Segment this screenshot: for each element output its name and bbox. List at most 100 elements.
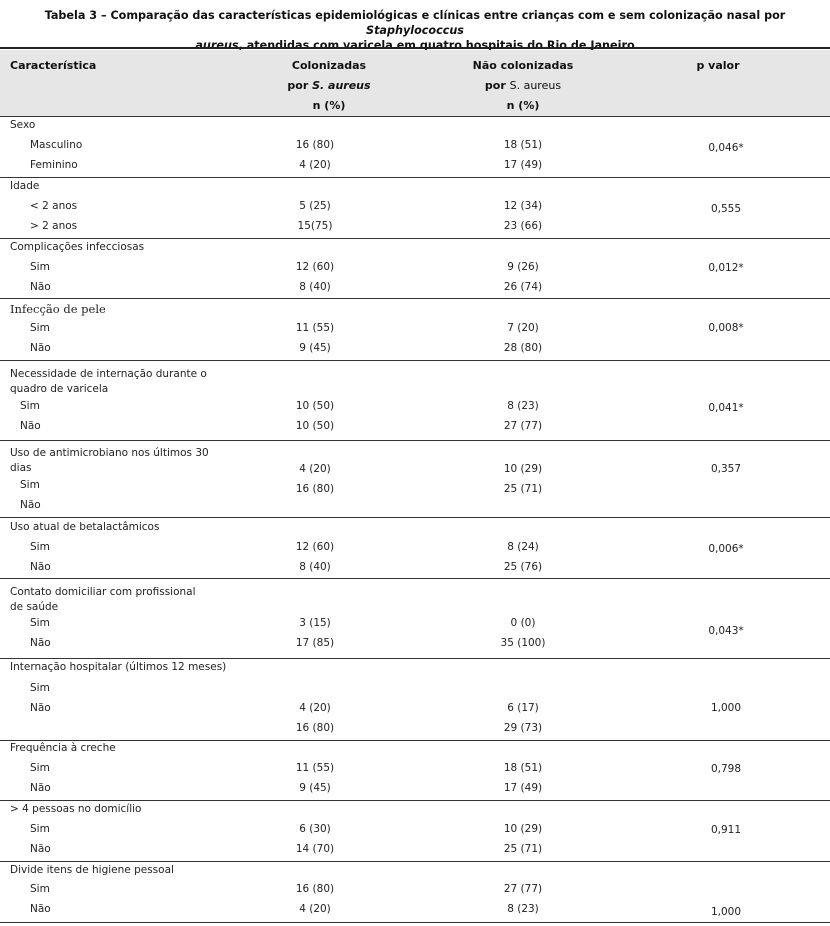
- value-colonized: 9 (45): [299, 782, 331, 794]
- row-separator: [0, 360, 830, 361]
- row-label: Não: [30, 782, 51, 794]
- group-title: Sexo: [10, 119, 36, 131]
- row-label: Não: [20, 499, 41, 511]
- value-colonized: 16 (80): [295, 483, 335, 495]
- value-not-colonized: 35 (100): [500, 637, 546, 649]
- value-colonized: 10 (50): [295, 420, 335, 432]
- row-label: Sim: [30, 617, 50, 629]
- group-title: Infecção de pele: [10, 302, 106, 316]
- row-separator: [0, 177, 830, 178]
- value-colonized: 9 (45): [299, 342, 331, 354]
- group-title: Frequência à creche: [10, 742, 116, 754]
- group-title: Idade: [10, 180, 40, 192]
- row-separator: [0, 517, 830, 518]
- header-colonized-l3: n (%): [312, 99, 346, 112]
- value-not-colonized: 17 (49): [503, 159, 543, 171]
- header-not-colonized-l3: n (%): [506, 99, 540, 112]
- value-colonized: 4 (20): [299, 159, 331, 171]
- row-separator: [0, 800, 830, 801]
- caption-species: Staphylococcus: [366, 24, 464, 37]
- row-separator: [0, 238, 830, 239]
- header-not-colonized-species: S. aureus: [509, 79, 562, 92]
- value-not-colonized: 29 (73): [503, 722, 543, 734]
- row-separator: [0, 861, 830, 862]
- value-colonized: 15(75): [297, 220, 333, 232]
- row-separator: [0, 440, 830, 441]
- header-colonized-l1: Colonizadas: [291, 59, 367, 72]
- row-label: Sim: [20, 479, 40, 491]
- value-not-colonized: 10 (29): [503, 463, 543, 475]
- group-title: Uso atual de betalactâmicos: [10, 521, 160, 533]
- value-not-colonized: 18 (51): [503, 762, 543, 774]
- group-title: Complicações infecciosas: [10, 241, 145, 253]
- caption-text: Tabela 3 – Comparação das característica…: [44, 9, 786, 22]
- row-label: Sim: [30, 883, 50, 895]
- value-not-colonized: 25 (76): [503, 561, 543, 573]
- row-separator: [0, 740, 830, 741]
- value-not-colonized: 7 (20): [507, 322, 539, 334]
- value-colonized: 3 (15): [299, 617, 331, 629]
- p-value: 0,046*: [708, 142, 744, 154]
- row-label: Não: [30, 561, 51, 573]
- p-value: 0,043*: [708, 625, 744, 637]
- p-value: 0,555: [710, 203, 742, 215]
- row-label: < 2 anos: [30, 200, 78, 212]
- value-not-colonized: 25 (71): [503, 843, 543, 855]
- row-separator: [0, 298, 830, 299]
- value-colonized: 16 (80): [295, 722, 335, 734]
- value-colonized: 11 (55): [295, 322, 335, 334]
- value-colonized: 4 (20): [299, 702, 331, 714]
- value-colonized: 16 (80): [295, 139, 335, 151]
- value-colonized: 12 (60): [295, 541, 335, 553]
- p-value: 0,357: [710, 463, 742, 475]
- value-not-colonized: 27 (77): [503, 420, 543, 432]
- group-title: Uso de antimicrobiano nos últimos 30 dia…: [10, 447, 209, 474]
- row-label: Sim: [30, 322, 50, 334]
- value-colonized: 14 (70): [295, 843, 335, 855]
- value-not-colonized: 8 (23): [507, 903, 539, 915]
- value-colonized: 8 (40): [299, 281, 331, 293]
- p-value: 0,008*: [708, 322, 744, 334]
- row-label: Sim: [30, 682, 50, 694]
- value-not-colonized: 0 (0): [510, 617, 536, 629]
- header-p-value: p valor: [696, 59, 740, 72]
- row-label: > 2 anos: [30, 220, 78, 232]
- row-separator: [0, 578, 830, 579]
- row-label: Sim: [20, 400, 40, 412]
- value-colonized: 11 (55): [295, 762, 335, 774]
- value-not-colonized: 23 (66): [503, 220, 543, 232]
- row-label: Não: [30, 903, 51, 915]
- row-label: Sim: [30, 762, 50, 774]
- value-colonized: 17 (85): [295, 637, 335, 649]
- p-value: 1,000: [710, 702, 742, 714]
- value-not-colonized: 27 (77): [503, 883, 543, 895]
- value-colonized: 8 (40): [299, 561, 331, 573]
- header-characteristic: Característica: [10, 59, 97, 72]
- row-separator: [0, 116, 830, 117]
- value-not-colonized: 8 (24): [507, 541, 539, 553]
- header-not-colonized-l1: Não colonizadas: [472, 59, 574, 72]
- value-not-colonized: 26 (74): [503, 281, 543, 293]
- header-not-colonized: Não colonizadas por S. aureus n (%): [423, 56, 623, 116]
- value-colonized: 16 (80): [295, 883, 335, 895]
- row-label: Não: [30, 702, 51, 714]
- value-not-colonized: 8 (23): [507, 400, 539, 412]
- bottom-rule: [0, 922, 830, 923]
- group-title: > 4 pessoas no domicílio: [10, 803, 142, 815]
- p-value: 0,041*: [708, 402, 744, 414]
- value-colonized: 4 (20): [299, 903, 331, 915]
- value-not-colonized: 25 (71): [503, 483, 543, 495]
- row-label: Não: [20, 420, 41, 432]
- value-colonized: 10 (50): [295, 400, 335, 412]
- row-label: Masculino: [30, 139, 83, 151]
- group-title: Internação hospitalar (últimos 12 meses): [10, 661, 227, 673]
- p-value: 0,012*: [708, 262, 744, 274]
- value-colonized: 5 (25): [299, 200, 331, 212]
- p-value: 0,911: [710, 824, 742, 836]
- row-label: Não: [30, 843, 51, 855]
- value-not-colonized: 9 (26): [507, 261, 539, 273]
- value-not-colonized: 6 (17): [507, 702, 539, 714]
- p-value: 0,798: [710, 763, 742, 775]
- value-not-colonized: 18 (51): [503, 139, 543, 151]
- row-separator: [0, 658, 830, 659]
